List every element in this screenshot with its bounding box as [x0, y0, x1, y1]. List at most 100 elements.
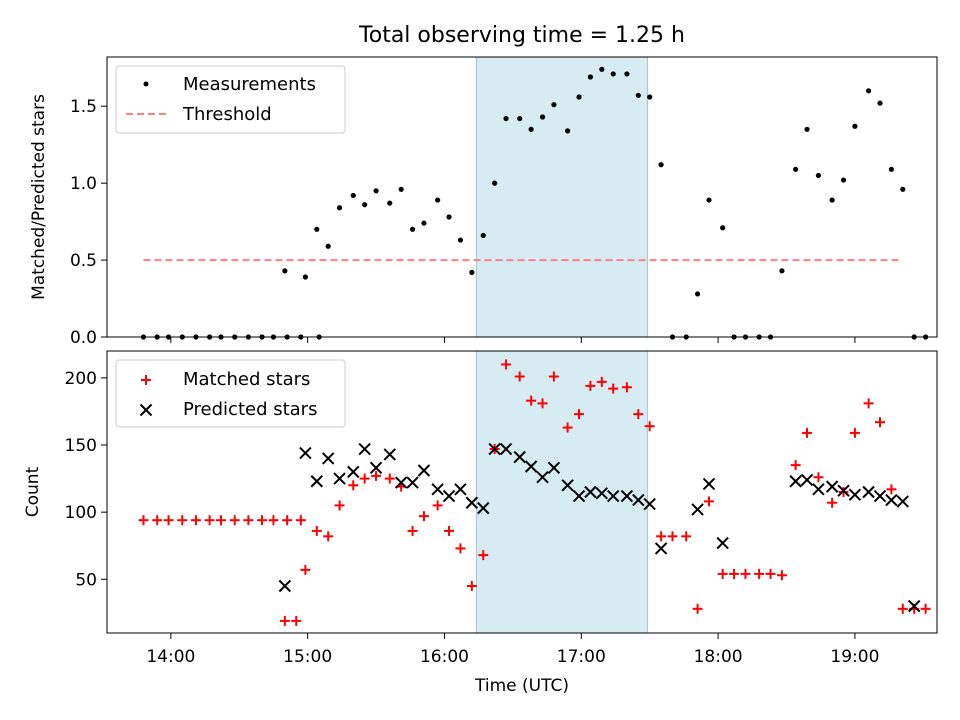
legend-matched-label: Matched stars — [183, 369, 310, 390]
predicted-star-point-b — [477, 501, 490, 515]
predicted-star-point-b — [862, 485, 875, 499]
predicted-star-point — [896, 495, 910, 508]
predicted-star-point-b — [691, 503, 704, 516]
matched-star-point — [667, 531, 678, 542]
count-legend-box — [115, 359, 346, 428]
matched-star-point — [444, 525, 455, 536]
predicted-star-point-b — [488, 442, 501, 456]
matched-star-point — [765, 568, 776, 579]
predicted-star-point — [465, 496, 479, 509]
measurement-point — [720, 225, 726, 231]
predicted-star-point — [536, 471, 549, 484]
measurement-point — [900, 186, 906, 192]
matched-star-point — [478, 550, 489, 561]
predicted-star-point-b — [702, 477, 716, 491]
chart-title: Total observing time = 1.25 h — [358, 23, 685, 48]
measurement-point — [877, 100, 883, 106]
predicted-star-point-b — [454, 483, 467, 496]
predicted-star-point — [321, 452, 335, 465]
x-tick-label: 19:00 — [830, 647, 879, 667]
measurement-point — [576, 94, 582, 100]
matched-star-point — [729, 568, 740, 579]
ratio-y-tick-label: 1.0 — [70, 174, 97, 194]
predicted-star-point-b — [716, 536, 729, 550]
x-tick-label: 17:00 — [557, 647, 606, 667]
measurement-point — [804, 126, 810, 132]
predicted-star-point — [620, 489, 634, 503]
predicted-star-point — [643, 497, 656, 511]
predicted-star-point-b — [499, 442, 513, 456]
predicted-star-point — [632, 493, 645, 507]
predicted-star-point-b — [584, 485, 597, 499]
legend-x-glyph — [139, 403, 153, 417]
matched-star-point — [268, 515, 279, 526]
legend-x-glyph-b — [139, 403, 153, 417]
matched-star-point — [300, 564, 311, 575]
predicted-star-point-b — [572, 489, 586, 503]
matched-star-point — [348, 480, 359, 491]
matched-star-point — [243, 515, 254, 526]
measurement-point — [587, 74, 594, 80]
predicted-star-point — [347, 465, 360, 479]
predicted-star-point — [607, 489, 620, 503]
predicted-star-point-b — [310, 475, 323, 488]
legend-measurements-label: Measurements — [183, 74, 316, 95]
matched-star-point — [703, 496, 714, 507]
predicted-star-point — [691, 503, 704, 516]
measurement-point — [815, 172, 822, 179]
measurement-point — [852, 123, 858, 129]
predicted-star-point-b — [789, 475, 802, 488]
matched-star-point — [562, 422, 573, 433]
measurement-point — [517, 115, 523, 122]
matched-star-point — [138, 515, 149, 526]
predicted-star-point — [333, 472, 346, 485]
measurement-point — [528, 126, 534, 132]
measurement-point — [421, 220, 427, 226]
predicted-star-point-b — [848, 488, 862, 501]
matched-star-point — [229, 515, 240, 526]
predicted-star-point — [907, 599, 921, 613]
matched-star-point — [291, 615, 302, 626]
measurement-point — [409, 226, 416, 232]
predicted-star-point — [595, 487, 609, 500]
measurement-point — [302, 274, 308, 280]
matched-star-point — [514, 371, 525, 382]
matched-star-point — [257, 515, 268, 526]
observing-window-span — [475, 56, 648, 338]
count-y-tick-label: 200 — [65, 369, 97, 389]
matched-star-point — [656, 531, 667, 542]
predicted-star-point-b — [347, 465, 360, 479]
measurement-point — [599, 66, 605, 72]
matched-star-point — [152, 515, 163, 526]
predicted-star-point — [654, 542, 668, 555]
matched-star-point — [849, 427, 860, 438]
count-panel: 50 100 150 200 14:00 15:00 16:00 17:00 18:00 19:… — [23, 350, 938, 696]
predicted-star-point — [837, 484, 850, 497]
matched-star-point — [633, 409, 644, 420]
matched-star-point — [455, 543, 466, 554]
matched-star-point — [279, 615, 290, 626]
matched-star-point — [802, 427, 813, 438]
measurement-point — [503, 115, 509, 122]
predicted-star-point — [454, 483, 467, 496]
predicted-star-point-b — [643, 497, 656, 511]
measurement-point — [793, 166, 799, 172]
measurement-point — [610, 71, 616, 77]
predicted-star-point — [789, 475, 802, 488]
ratio-plot-frame — [106, 56, 938, 338]
measurement-point — [387, 200, 393, 206]
matched-star-point — [295, 515, 306, 526]
matched-star-point — [574, 409, 585, 420]
predicted-star-point-b — [812, 483, 825, 496]
measurement-point — [840, 177, 847, 183]
measurement-point — [635, 92, 641, 99]
measurement-point — [829, 197, 835, 203]
matched-star-point — [596, 376, 607, 387]
predicted-star-point-b — [561, 479, 574, 492]
measurement-point — [865, 88, 872, 94]
measurement-point — [551, 102, 557, 108]
measurement-point — [694, 291, 701, 297]
matched-star-point — [371, 470, 382, 481]
predicted-star-point — [488, 442, 501, 456]
